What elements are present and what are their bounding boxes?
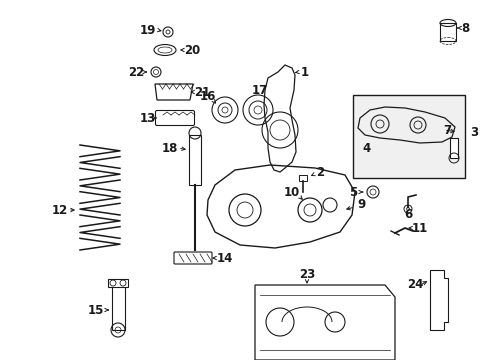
Bar — [189, 135, 201, 185]
Text: 6: 6 — [403, 208, 411, 221]
Text: 12: 12 — [52, 203, 68, 216]
Text: 16: 16 — [200, 90, 216, 104]
Bar — [352, 95, 464, 178]
Text: 24: 24 — [406, 279, 422, 292]
Text: 17: 17 — [251, 85, 267, 98]
Text: 1: 1 — [300, 66, 308, 78]
Text: 13: 13 — [140, 112, 156, 125]
Text: 4: 4 — [362, 141, 370, 154]
FancyBboxPatch shape — [174, 252, 212, 264]
Text: 20: 20 — [183, 44, 200, 57]
Text: 2: 2 — [315, 166, 324, 179]
Text: 15: 15 — [88, 303, 104, 316]
Text: 11: 11 — [411, 221, 427, 234]
Text: 7: 7 — [442, 123, 450, 136]
Text: 18: 18 — [162, 141, 178, 154]
Bar — [298, 175, 306, 181]
FancyBboxPatch shape — [155, 111, 194, 126]
Bar — [449, 138, 457, 158]
Text: 8: 8 — [460, 22, 468, 35]
Text: 5: 5 — [348, 185, 356, 198]
Text: 22: 22 — [128, 66, 144, 78]
Text: 23: 23 — [298, 269, 314, 282]
Text: 10: 10 — [284, 185, 300, 198]
Bar — [112, 282, 125, 330]
Text: 3: 3 — [469, 126, 477, 139]
Text: 9: 9 — [357, 198, 366, 211]
Text: 14: 14 — [216, 252, 233, 265]
Bar — [439, 23, 455, 41]
Bar — [108, 279, 128, 287]
Text: 21: 21 — [193, 85, 210, 99]
Text: 19: 19 — [140, 23, 156, 36]
